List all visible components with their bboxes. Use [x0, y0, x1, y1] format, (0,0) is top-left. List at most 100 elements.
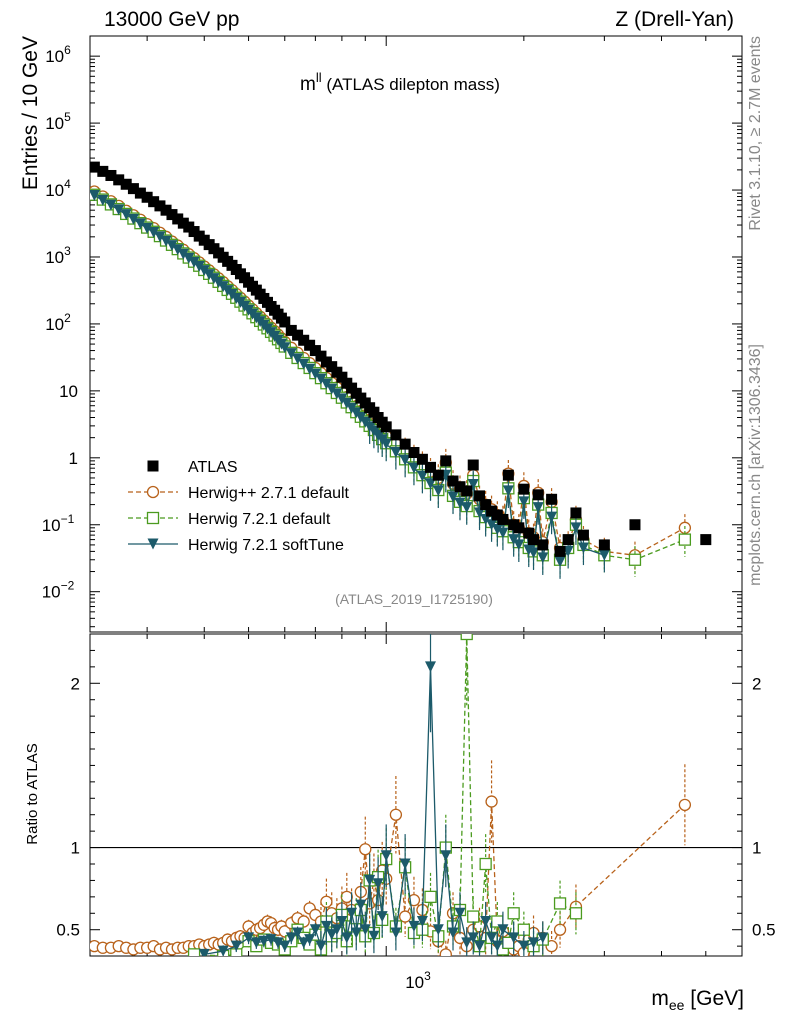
data-point — [390, 447, 402, 459]
ratio-point — [537, 932, 549, 944]
data-point — [134, 218, 146, 230]
data-point — [154, 200, 166, 212]
ratio-point — [309, 924, 321, 936]
y-tick-label-base: 10 — [45, 114, 64, 133]
x-tick-exp: 3 — [424, 969, 431, 983]
ratio-point — [368, 930, 380, 942]
data-point — [127, 213, 139, 225]
data-point — [120, 178, 132, 190]
data-point — [279, 342, 291, 354]
data-point — [154, 231, 166, 243]
data-point — [523, 544, 535, 556]
data-point — [513, 522, 525, 534]
data-point — [304, 339, 316, 351]
data-point — [90, 161, 100, 173]
ratio-point — [424, 890, 437, 904]
ratio-point — [298, 937, 310, 949]
ratio-point — [340, 890, 353, 904]
ratio-point — [326, 929, 338, 941]
analysis-id: (ATLAS_2019_I1725190) — [335, 591, 493, 607]
ratio-point — [447, 927, 459, 939]
legend-marker — [146, 511, 160, 525]
data-point — [502, 469, 514, 481]
ratio-point — [425, 661, 437, 673]
data-point — [105, 199, 117, 211]
ratio-point — [346, 907, 358, 919]
legend-marker — [147, 538, 159, 550]
y-axis-label-top: Entries / 10 GeV — [19, 36, 42, 190]
ratio-point — [331, 924, 343, 936]
x-tick-label-1000: 103 — [405, 969, 431, 992]
data-point — [425, 478, 437, 490]
ratio-point — [440, 850, 452, 862]
plot-title-sup: ll — [316, 70, 322, 85]
x-axis-label: mee [GeV] — [651, 987, 744, 1013]
ratio-point — [399, 858, 411, 870]
ratio-point — [198, 948, 210, 956]
y-tick-label: 10−2 — [42, 579, 75, 602]
x-axis-label-main: m — [651, 987, 669, 1010]
data-point — [193, 261, 205, 273]
ratio-point — [461, 937, 473, 949]
y-tick-label-base: 10 — [59, 382, 78, 401]
y-tick-label: 1 — [69, 449, 78, 468]
data-point — [141, 191, 153, 203]
legend: ATLAS Herwig++ 2.7.1 default Herwig 7.2.1 … — [128, 459, 350, 554]
ratio-point — [485, 795, 498, 808]
ratio-point — [390, 927, 402, 939]
data-point — [570, 522, 582, 534]
data-point — [562, 534, 574, 546]
data-point — [127, 183, 139, 195]
ratio-point — [398, 910, 412, 923]
ratio-point — [364, 874, 376, 886]
data-point — [513, 539, 525, 551]
ratio-point — [336, 916, 348, 927]
ratio-point — [320, 920, 332, 932]
ratio-point — [480, 916, 492, 927]
data-point — [598, 549, 610, 561]
rivet-version-label: Rivet 3.1.10, ≥ 2.7M events — [747, 36, 764, 231]
legend-entry: Herwig 7.2.1 default — [128, 511, 331, 528]
data-point — [172, 213, 184, 225]
data-point — [461, 485, 473, 497]
data-point — [491, 509, 503, 521]
data-point — [486, 519, 498, 531]
data-point — [447, 491, 459, 503]
data-point — [97, 165, 109, 177]
data-point — [486, 505, 498, 517]
ratio-point — [315, 940, 327, 952]
legend-marker — [146, 485, 160, 499]
ratio-point — [569, 907, 583, 920]
data-point — [166, 209, 178, 221]
data-point — [467, 478, 479, 490]
ratio-point — [376, 911, 388, 923]
ratio-point — [460, 634, 473, 641]
ratio-herwig-7-2-1-default — [187, 634, 583, 956]
mcplots-label: mcplots.cern.ch [arXiv:1306.3436] — [747, 344, 764, 586]
data-point — [577, 529, 589, 541]
data-point — [183, 252, 195, 264]
data-point — [461, 502, 473, 514]
ratio-point — [355, 899, 367, 911]
data-point — [320, 378, 332, 390]
y-tick-label-base: 10 — [42, 583, 61, 602]
legend-label: ATLAS — [188, 459, 238, 476]
ratio-point — [486, 932, 498, 944]
ratio-point — [467, 932, 479, 944]
ratio-point — [553, 897, 567, 910]
data-point — [390, 429, 402, 441]
ratio-point — [507, 907, 520, 920]
data-point — [166, 240, 178, 252]
x-tick-base: 10 — [405, 973, 424, 992]
ratio-tick-label: 2 — [71, 674, 80, 693]
data-point — [474, 507, 486, 519]
series-line — [94, 190, 686, 556]
y-tick-label-exp: 4 — [64, 177, 71, 191]
data-point — [336, 371, 348, 383]
ratio-point — [416, 916, 428, 927]
ratio-point — [439, 948, 452, 956]
ratio-series-group — [90, 634, 692, 956]
data-point — [502, 485, 514, 497]
data-point — [425, 461, 437, 473]
